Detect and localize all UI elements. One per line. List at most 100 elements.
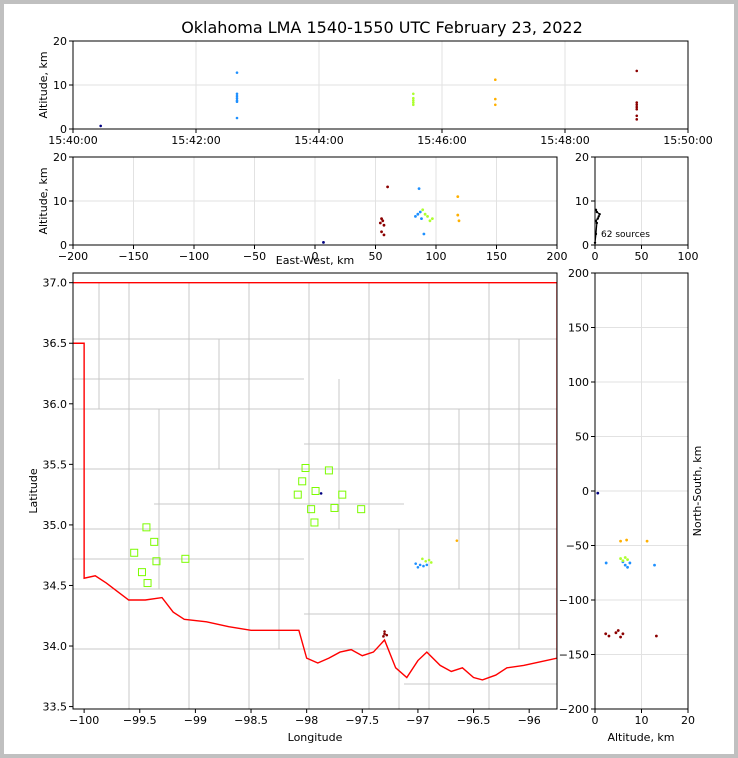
altitude-histogram-point xyxy=(595,221,599,225)
ns-height-source-point xyxy=(654,634,658,638)
plan-view-y-tick-label: 36.5 xyxy=(43,337,68,350)
lma-station-marker xyxy=(181,554,190,563)
time-height-source-point xyxy=(635,101,639,104)
county-lines-horizontal xyxy=(73,408,557,650)
ew-height-x-tick-label: 50 xyxy=(369,250,383,263)
plan-view-x-tick-label: −99 xyxy=(184,714,207,727)
ns-height-source-point xyxy=(645,539,649,543)
time-height-source-point xyxy=(235,71,239,74)
plan-view-y-tick-label: 37.0 xyxy=(43,277,68,290)
ns-height-source-point xyxy=(653,563,656,567)
ns-height-source-point xyxy=(626,565,629,569)
ew-height-source-point xyxy=(381,219,385,223)
ns-height-source-point xyxy=(619,539,622,543)
ns-height-source-point xyxy=(623,563,627,567)
lma-station-marker xyxy=(293,490,302,499)
ew-height-source-point xyxy=(421,208,425,212)
time-height-source-point xyxy=(235,100,239,104)
time-height-source-point xyxy=(635,105,639,109)
time-height-source-point xyxy=(412,103,415,107)
histogram-y-tick-label: 10 xyxy=(575,195,589,208)
time-height-x-tick-label: 15:46:00 xyxy=(417,134,466,147)
time-height-y-tick-label: 0 xyxy=(60,123,67,136)
plan-view-x-tick-label: −97.5 xyxy=(345,714,379,727)
time-height-source-point xyxy=(235,116,239,120)
time-height-y-tick-label: 10 xyxy=(53,79,67,92)
ns-height-source-point xyxy=(621,559,625,563)
time-height-source-point xyxy=(235,92,239,96)
ew-height-source-point xyxy=(380,230,383,234)
plan-view-x-tick-label: −97 xyxy=(406,714,429,727)
histogram-frame xyxy=(594,156,689,246)
ew-height-y-tick-label: 10 xyxy=(53,195,67,208)
ew-height-source-point xyxy=(382,233,386,237)
ns-height-ylabel: North-South, km xyxy=(691,446,704,537)
plan-view-source-point xyxy=(385,633,389,637)
ew-height-source-point xyxy=(423,212,427,216)
ns-height-source-point xyxy=(604,632,608,636)
time-height-x-tick-label: 15:40:00 xyxy=(48,134,97,147)
time-height-source-point xyxy=(494,103,497,107)
lma-station-marker xyxy=(330,503,339,512)
county-boundaries xyxy=(73,283,557,709)
ns-height-panel: 0 10 20 −200 −150 −100 −50 0 50 100 150 200 Altitud… xyxy=(559,267,704,744)
ns-height-y-tick-label: −100 xyxy=(559,594,589,607)
plan-view-x-tick-label: −96.5 xyxy=(457,714,491,727)
ew-height-x-tick-label: −150 xyxy=(118,250,148,263)
ew-height-source-point xyxy=(414,215,417,218)
time-height-x-tick-label: 15:50:00 xyxy=(663,134,712,147)
lma-station-marker xyxy=(357,505,366,514)
county-lines-vertical xyxy=(128,283,490,709)
altitude-histogram-point xyxy=(596,217,599,220)
ns-height-y-tick-label: −200 xyxy=(559,703,589,716)
time-height-source-point xyxy=(99,124,102,128)
ew-height-panel: −200 −150 −100 −50 0 50 100 150 200 0 10 20 Altitud… xyxy=(37,151,568,267)
ns-height-xlabel: Altitude, km xyxy=(607,731,674,744)
lma-station-marker xyxy=(150,537,159,546)
ew-height-source-point xyxy=(382,223,386,227)
lma-station-marker xyxy=(142,523,151,532)
ns-height-y-tick-label: −50 xyxy=(566,540,589,553)
time-height-source-point xyxy=(635,107,639,111)
plan-view-source-point xyxy=(414,562,417,565)
ns-height-source-point xyxy=(607,634,611,638)
time-height-source-point xyxy=(494,78,497,82)
plan-view-source-point xyxy=(429,561,433,564)
ew-height-ylabel: Altitude, km xyxy=(37,167,50,234)
ew-height-source-point xyxy=(456,195,460,199)
ew-height-x-tick-label: −100 xyxy=(179,250,209,263)
ew-height-source-point xyxy=(456,213,460,217)
ns-height-source-point xyxy=(621,632,625,636)
time-height-source-point xyxy=(235,96,239,100)
plan-view-ylabel: Latitude xyxy=(27,468,40,514)
time-height-x-tick-label: 15:48:00 xyxy=(540,134,589,147)
plan-view-panel: −100 −99.5 −99 −98.5 −98 −97.5 −97 −96.5 −96 33.5… xyxy=(27,272,558,744)
plan-view-source-point xyxy=(382,635,385,638)
plan-view-x-tick-label: −98.5 xyxy=(234,714,268,727)
histogram-x-tick-label: 50 xyxy=(635,250,649,263)
ns-height-source-point xyxy=(625,538,629,542)
ew-height-source-point xyxy=(380,217,383,221)
ew-height-x-tick-label: −50 xyxy=(243,250,266,263)
ew-height-source-point xyxy=(457,219,461,223)
lma-station-marker xyxy=(143,579,152,588)
figure: Oklahoma LMA 1540-1550 UTC February 23, … xyxy=(4,4,734,754)
ns-height-y-tick-label: 0 xyxy=(582,485,589,498)
source-count-label: 62 sources xyxy=(601,230,650,240)
time-height-source-point xyxy=(412,101,415,104)
ns-height-source-point xyxy=(614,631,618,635)
plan-view-x-tick-label: −99.5 xyxy=(123,714,157,727)
lma-station-marker xyxy=(311,487,320,495)
plan-view-source-point xyxy=(418,563,422,567)
time-height-ylabel: Altitude, km xyxy=(37,51,50,118)
time-height-source-point xyxy=(635,114,639,118)
altitude-histogram-panel: 0 50 100 0 10 20 62 sources xyxy=(575,151,699,263)
lma-station-marker xyxy=(307,505,316,514)
figure-title: Oklahoma LMA 1540-1550 UTC February 23, … xyxy=(181,18,583,37)
ew-height-x-tick-label: −200 xyxy=(58,250,88,263)
ew-height-source-point xyxy=(322,240,325,244)
plan-view-xlabel: Longitude xyxy=(288,731,343,744)
time-height-x-tick-label: 15:44:00 xyxy=(294,134,343,147)
ew-height-source-point xyxy=(422,232,426,236)
altitude-histogram-point xyxy=(595,210,599,214)
